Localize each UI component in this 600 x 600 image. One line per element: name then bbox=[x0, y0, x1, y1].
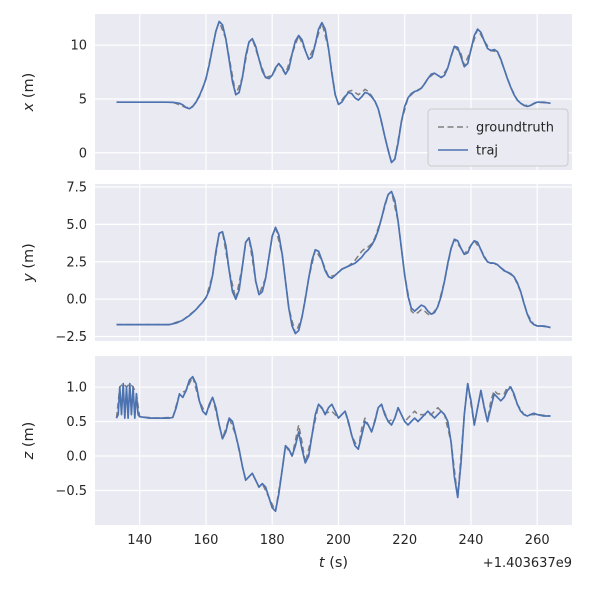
y-tick-label: 10 bbox=[70, 39, 87, 54]
x-tick-label: 200 bbox=[326, 533, 351, 548]
subplot-y: −2.5 0.0 2.5 5.0 7.5 y (m) bbox=[21, 180, 572, 345]
x-axis-label: t (s) bbox=[319, 555, 348, 571]
y-tick-label: −0.5 bbox=[55, 484, 87, 499]
x-axis-offset-text: +1.403637e9 bbox=[483, 556, 572, 571]
y-tick-label: 0.0 bbox=[66, 293, 87, 308]
legend-box bbox=[427, 108, 569, 167]
axes-background bbox=[95, 184, 572, 341]
y-axis-label-z: z (m) bbox=[21, 422, 37, 461]
subplot-z: −0.5 0.0 0.5 1.0 z (m) bbox=[21, 356, 572, 525]
y-tick-label: 0 bbox=[79, 146, 87, 161]
y-tick-label: 1.0 bbox=[66, 381, 87, 396]
y-tick-label: 5.0 bbox=[66, 218, 87, 233]
y-tick-label: 0.0 bbox=[66, 450, 87, 465]
axes-background bbox=[95, 356, 572, 525]
y-axis-label-x: x (m) bbox=[21, 73, 37, 113]
traj-line bbox=[116, 190, 551, 335]
x-tick-label: 180 bbox=[260, 533, 285, 548]
traj-line bbox=[116, 20, 551, 164]
y-tick-label: 2.5 bbox=[66, 255, 87, 270]
y-tick-label: 0.5 bbox=[66, 415, 87, 430]
legend: groundtruth traj bbox=[427, 108, 569, 167]
legend-label: groundtruth bbox=[476, 121, 554, 136]
x-tick-label: 140 bbox=[127, 533, 152, 548]
x-tick-label: 240 bbox=[459, 533, 484, 548]
y-tick-label: 5 bbox=[79, 92, 87, 107]
y-tick-label: −2.5 bbox=[55, 330, 87, 345]
x-tick-label: 220 bbox=[392, 533, 417, 548]
y-tick-label: 7.5 bbox=[66, 180, 87, 195]
x-tick-label: 260 bbox=[525, 533, 550, 548]
legend-label: traj bbox=[476, 144, 498, 159]
subplot-x: 0 5 10 x (m) bbox=[21, 14, 572, 170]
x-tick-label: 160 bbox=[194, 533, 219, 548]
traj-line bbox=[115, 375, 551, 513]
y-axis-label-y: y (m) bbox=[21, 243, 37, 283]
